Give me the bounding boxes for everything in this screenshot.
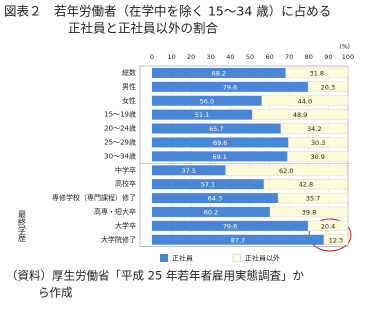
x-tick-label: 40 (226, 53, 234, 61)
y-tick-label: 大学卒 (115, 221, 136, 230)
chart-title: 図表２ 若年労働者（在学中を除く 15～34 歳）に占める (4, 4, 331, 19)
bar-segment (152, 220, 309, 231)
value-label: 62.0 (279, 167, 293, 175)
value-label: 44.0 (298, 97, 312, 105)
bar-segment (152, 151, 288, 162)
value-label: 30.3 (311, 139, 325, 147)
y-tick-label: 総数 (122, 68, 136, 77)
value-label: 34.2 (307, 125, 321, 133)
y-tick-label: 30～34歳 (104, 151, 136, 160)
value-label: 48.9 (293, 111, 307, 119)
y-tick-label: 20～24歳 (104, 124, 136, 133)
bar-segment (285, 67, 349, 79)
source-note: （資料）厚生労働省「平成 25 年若年者雇用実態調査」か (6, 269, 304, 283)
bar-segment (251, 109, 349, 120)
legend-swatch (232, 253, 242, 263)
y-tick-label: 25～29歳 (104, 137, 136, 146)
value-label: 20.3 (321, 83, 335, 91)
value-label: 20.4 (321, 222, 335, 230)
value-label: 65.7 (209, 125, 223, 133)
value-label: 60.2 (204, 208, 218, 216)
value-label: 35.7 (306, 195, 320, 203)
bar-segment (261, 95, 349, 106)
bar-segment (152, 109, 253, 120)
x-tick-label: 20 (187, 53, 195, 61)
chart-title: 正社員と正社員以外の割合 (68, 21, 219, 36)
legend-swatch (160, 254, 168, 262)
value-label: 56.0 (200, 97, 214, 105)
y-tick-label: 大学院修了 (101, 235, 136, 244)
value-label: 87.7 (231, 236, 245, 244)
bar-segment (152, 81, 309, 92)
value-label: 42.8 (299, 181, 313, 189)
value-label: 51.1 (195, 111, 209, 119)
bar-segment (152, 165, 226, 176)
value-label: 57.1 (201, 181, 215, 189)
y-tick-label: 高校卒 (115, 179, 136, 188)
legend: 正社員 正社員以外 (160, 254, 280, 263)
y-tick-label: 高専・短大卒 (94, 207, 136, 216)
value-label: 64.3 (208, 195, 222, 203)
y-tick-label: 男性 (122, 82, 136, 91)
unit-label: (%) (340, 44, 350, 51)
x-tick-label: 90 (324, 53, 332, 61)
bar-segment (307, 81, 349, 93)
value-label: 12.3 (329, 236, 343, 244)
bar-segment (307, 220, 349, 232)
y-tick-label: 15～19歳 (104, 110, 136, 119)
x-tick-label: 30 (207, 53, 215, 61)
bar-segment (323, 234, 349, 245)
source-note: ら作成 (38, 286, 73, 300)
y-tick-label: 中学卒 (115, 165, 136, 174)
bar-segment (263, 178, 349, 190)
bar-segment (152, 193, 279, 204)
value-label: 31.8 (310, 69, 324, 77)
bar-segment (152, 234, 324, 245)
bar-segment (280, 123, 349, 134)
x-tick-label: 50 (246, 53, 254, 61)
legend-label: 正社員 (172, 254, 193, 263)
bar-segment (152, 179, 264, 190)
value-label: 30.9 (310, 153, 324, 161)
bar-segment (287, 151, 349, 162)
bar-segment (152, 137, 289, 148)
bar-segment (288, 137, 349, 148)
value-label: 37.5 (182, 167, 196, 175)
bar-segment (152, 206, 270, 217)
value-label: 69.6 (213, 139, 227, 147)
bar-segment (152, 95, 262, 106)
legend-label: 正社員以外 (245, 254, 280, 263)
y-tick-label: 女性 (122, 96, 136, 105)
bar-segment (225, 165, 348, 176)
value-label: 68.2 (212, 69, 226, 77)
value-label: 79.6 (223, 222, 237, 230)
x-tick-label: 80 (305, 53, 313, 61)
value-label: 39.8 (302, 208, 316, 216)
bar-segment (269, 206, 349, 218)
x-tick-label: 10 (167, 53, 175, 61)
bar-segment (152, 67, 286, 78)
x-tick-label: 60 (265, 53, 273, 61)
x-tick-label: 0 (150, 53, 154, 61)
x-tick-label: 100 (342, 53, 354, 61)
bar-segment (277, 192, 349, 204)
value-label: 69.1 (212, 153, 226, 161)
x-tick-label: 70 (285, 53, 293, 61)
group-label: 最終学歴 (18, 210, 27, 243)
bar-segment (152, 123, 281, 134)
value-label: 79.6 (223, 83, 237, 91)
y-tick-label: 専修学校（専門課程）修了 (52, 193, 136, 202)
